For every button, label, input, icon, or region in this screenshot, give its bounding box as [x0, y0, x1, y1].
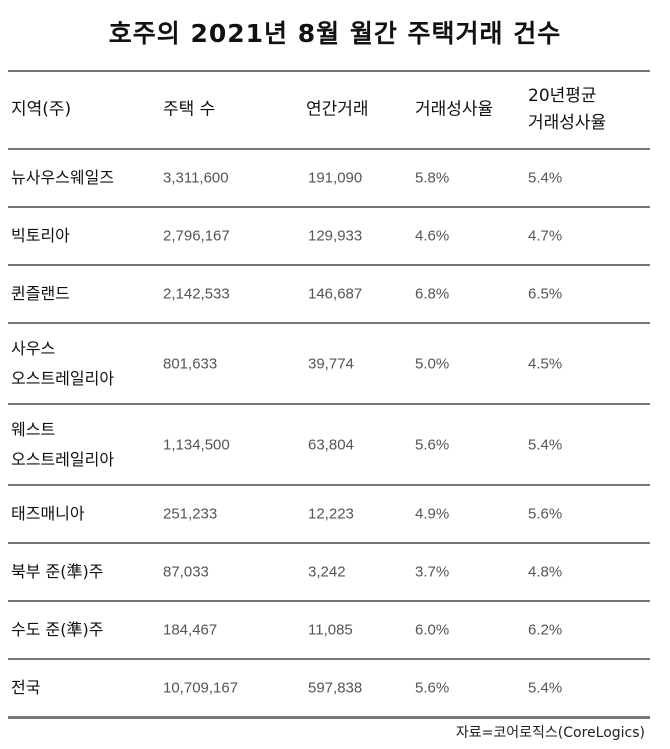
table-row: 퀸즐랜드 2,142,533 146,687 6.8% 6.5%: [8, 264, 650, 322]
rate-cell: 5.8%: [415, 169, 450, 187]
region-name-line: 태즈매니아: [11, 504, 85, 523]
region-name-line: 웨스트: [11, 419, 56, 439]
annual-cell: 191,090: [308, 169, 363, 187]
rate-cell: 6.0%: [415, 621, 450, 639]
header-avg20-line1: 20년평균: [528, 86, 597, 106]
houses-cell: 184,467: [163, 621, 218, 639]
rate-cell: 5.0%: [415, 355, 450, 372]
header-houses: 주택 수: [163, 99, 216, 120]
region-name-line: 오스트레일리아: [11, 449, 115, 469]
annual-cell: 63,804: [308, 436, 354, 453]
houses-cell: 10,709,167: [163, 679, 239, 697]
rate-cell: 4.6%: [415, 227, 450, 245]
avg20-cell: 5.4%: [528, 436, 563, 453]
region-name-line: 북부 준(準)주: [11, 562, 104, 581]
avg20-cell: 5.4%: [528, 679, 563, 697]
houses-cell: 251,233: [163, 505, 218, 523]
avg20-cell: 4.8%: [528, 563, 563, 581]
table-header-row: 지역(주) 주택 수 연간거래 거래성사율 20년평균 거래성사율: [8, 70, 650, 148]
source-note: 자료=코어로직스(CoreLogics): [455, 725, 645, 741]
annual-cell: 39,774: [308, 355, 354, 372]
region-cell: 북부 준(準)주: [11, 557, 103, 587]
annual-cell: 3,242: [308, 563, 346, 581]
rate-cell: 5.6%: [415, 679, 450, 697]
table-row: 수도 준(準)주 184,467 11,085 6.0% 6.2%: [8, 600, 650, 658]
region-name-line: 전국: [11, 678, 41, 697]
rate-cell: 6.8%: [415, 285, 450, 303]
region-cell: 뉴사우스웨일즈: [11, 163, 114, 193]
region-name-line: 수도 준(準)주: [11, 620, 104, 639]
avg20-cell: 5.6%: [528, 505, 563, 523]
header-avg20: 20년평균 거래성사율: [528, 83, 606, 137]
table-row: 북부 준(準)주 87,033 3,242 3.7% 4.8%: [8, 542, 650, 600]
rate-cell: 4.9%: [415, 505, 450, 523]
region-cell: 퀸즐랜드: [11, 279, 70, 309]
region-cell: 태즈매니아: [11, 499, 85, 529]
avg20-cell: 4.5%: [528, 355, 563, 372]
header-avg20-line2: 거래성사율: [528, 113, 607, 133]
rate-cell: 5.6%: [415, 436, 450, 453]
houses-cell: 87,033: [163, 563, 209, 581]
houses-cell: 1,134,500: [163, 436, 230, 453]
header-rate: 거래성사율: [415, 99, 494, 120]
table-row: 빅토리아 2,796,167 129,933 4.6% 4.7%: [8, 206, 650, 264]
housing-transactions-table: 지역(주) 주택 수 연간거래 거래성사율 20년평균 거래성사율 뉴사우스웨일…: [8, 70, 650, 719]
table-row: 태즈매니아 251,233 12,223 4.9% 5.6%: [8, 484, 650, 542]
region-name-line: 뉴사우스웨일즈: [11, 168, 115, 187]
annual-cell: 146,687: [308, 285, 363, 303]
region-name-line: 오스트레일리아: [11, 368, 115, 388]
region-cell: 수도 준(準)주: [11, 615, 103, 645]
table-row: 전국 10,709,167 597,838 5.6% 5.4%: [8, 658, 650, 719]
houses-cell: 3,311,600: [163, 169, 229, 187]
header-annual: 연간거래: [306, 99, 369, 120]
avg20-cell: 6.2%: [528, 621, 563, 639]
annual-cell: 597,838: [308, 679, 363, 697]
region-name-line: 퀸즐랜드: [11, 284, 70, 303]
annual-cell: 129,933: [308, 227, 363, 245]
annual-cell: 11,085: [308, 621, 353, 639]
annual-cell: 12,223: [308, 505, 354, 523]
region-name-line: 사우스: [11, 338, 56, 358]
houses-cell: 2,142,533: [163, 285, 230, 303]
houses-cell: 801,633: [163, 355, 218, 372]
avg20-cell: 6.5%: [528, 285, 563, 303]
houses-cell: 2,796,167: [163, 227, 230, 245]
region-name-line: 빅토리아: [11, 226, 70, 245]
avg20-cell: 4.7%: [528, 227, 563, 245]
page-title: 호주의 2021년 8월 월간 주택거래 건수: [108, 19, 562, 48]
avg20-cell: 5.4%: [528, 169, 563, 187]
region-cell: 전국: [11, 673, 40, 703]
region-cell: 빅토리아: [11, 221, 70, 251]
table-row: 뉴사우스웨일즈 3,311,600 191,090 5.8% 5.4%: [8, 148, 650, 206]
rate-cell: 3.7%: [415, 563, 450, 581]
header-region: 지역(주): [11, 99, 72, 120]
